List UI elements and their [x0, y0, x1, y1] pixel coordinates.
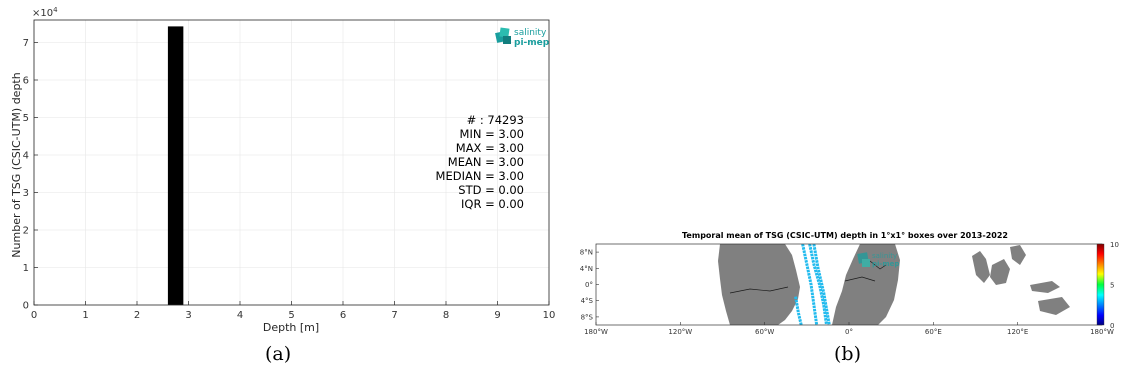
logo-text-salinity: salinity [514, 28, 547, 38]
colorbar-tick-label: 5 [1110, 282, 1114, 290]
colorbar-tick-label: 10 [1110, 241, 1119, 249]
bars [167, 26, 184, 306]
colorbar-ticks: 10 5 0 [1110, 241, 1119, 330]
caption-b: (b) [834, 343, 861, 365]
y-tick-label: 5 [23, 113, 29, 124]
x-tick-label: 8 [443, 310, 449, 321]
ship-track [794, 296, 803, 325]
map-x-tick-label: 120°W [668, 328, 692, 336]
y-tick-label: 2 [23, 226, 29, 237]
y-tick-label: 0 [23, 301, 29, 312]
y-tick-label: 7 [23, 38, 29, 49]
y-axis-label: Number of TSG (CSIC-UTM) depth [10, 72, 23, 257]
x-axis-label: Depth [m] [263, 321, 319, 334]
stat-line: MEDIAN = 3.00 [436, 169, 524, 183]
ship-track [812, 244, 831, 325]
map-y-tick-label: 8°N [580, 249, 593, 257]
y-tick-label: 6 [23, 76, 29, 87]
africa-land [832, 244, 900, 325]
logo-mark-icon [495, 27, 511, 44]
map-x-tick-label: 180°W [584, 328, 608, 336]
y-multiplier: ×104 [32, 6, 58, 19]
map-y-tick-label: 4°N [580, 265, 593, 273]
stat-line: MIN = 3.00 [460, 127, 524, 141]
x-tick-label: 0 [31, 310, 37, 321]
land-masses [718, 244, 1070, 325]
temporal-mean-map: Temporal mean of TSG (CSIC-UTM) depth in… [580, 231, 1119, 336]
x-tick-label: 4 [237, 310, 243, 321]
x-tick-label: 6 [340, 310, 346, 321]
map-y-tick-label: 8°S [581, 313, 594, 321]
y-tick-label: 4 [23, 151, 29, 162]
map-x-tick-label: 180°W [1090, 328, 1114, 336]
x-tick-label: 7 [391, 310, 397, 321]
map-x-tick-label: 0° [845, 328, 853, 336]
map-x-tick-label: 60°E [925, 328, 942, 336]
x-tick-label: 3 [185, 310, 191, 321]
histogram-bar [167, 26, 184, 306]
y-tick-label: 3 [23, 188, 29, 199]
caption-a: (a) [265, 343, 292, 365]
depth-histogram-chart: 0 1 2 3 4 5 6 7 8 9 10 0 1 2 3 4 5 6 7 ×104 Depth [m] Numb… [10, 6, 556, 334]
x-tick-label: 10 [543, 310, 556, 321]
stat-line: MAX = 3.00 [456, 141, 524, 155]
south-america-land [718, 244, 800, 325]
map-title: Temporal mean of TSG (CSIC-UTM) depth in… [682, 231, 1008, 240]
river-lines [729, 260, 887, 294]
x-tick-label: 1 [82, 310, 88, 321]
map-y-tick-label: 4°S [581, 297, 594, 305]
logo-text-pi-mep: pi-mep [514, 38, 550, 48]
maritime-continent-land [972, 245, 1070, 315]
y-tick-label: 1 [23, 263, 29, 274]
map-logo-text-pi-mep: pi-mep [872, 260, 899, 268]
x-tick-label: 5 [288, 310, 294, 321]
stat-line: IQR = 0.00 [461, 197, 524, 211]
colorbar-tick-label: 0 [1110, 322, 1114, 330]
ship-track [808, 244, 828, 325]
ship-tracks [794, 244, 831, 325]
stat-line: MEAN = 3.00 [448, 155, 524, 169]
map-logo: salinity pi-mep [857, 252, 899, 268]
map-x-tick-label: 120°E [1007, 328, 1028, 336]
ship-track [801, 244, 819, 325]
salinity-pi-mep-logo: salinity pi-mep [495, 27, 550, 48]
map-ticks: 180°W 120°W 60°W 0° 60°E 120°E 180°W 8°N 4°N 0° 4°… [580, 249, 1114, 336]
ticks: 0 1 2 3 4 5 6 7 8 9 10 0 1 2 3 4 5 6 7 [23, 38, 556, 321]
map-logo-text-salinity: salinity [872, 252, 897, 260]
map-y-tick-label: 0° [585, 281, 593, 289]
map-x-tick-label: 60°W [755, 328, 774, 336]
x-tick-label: 9 [494, 310, 500, 321]
x-tick-label: 2 [134, 310, 140, 321]
colorbar [1096, 243, 1105, 326]
stat-line: STD = 0.00 [458, 183, 524, 197]
stat-line: # : 74293 [467, 113, 524, 127]
